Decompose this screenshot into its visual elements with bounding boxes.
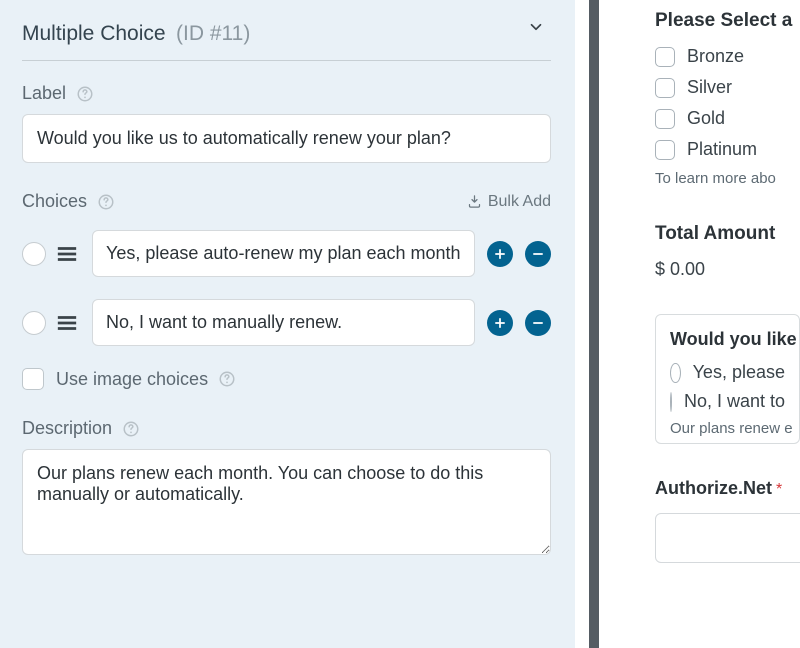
description-heading: Description [22, 418, 551, 439]
choice-row [22, 230, 551, 277]
label-heading: Label [22, 83, 551, 104]
help-icon[interactable] [97, 193, 115, 211]
required-mark: * [776, 481, 782, 498]
image-choices-checkbox[interactable] [22, 368, 44, 390]
question-subtext: Our plans renew e [670, 420, 785, 437]
field-settings-panel: Multiple Choice (ID #11) Label [0, 0, 575, 648]
panel-title-group: Multiple Choice (ID #11) [22, 22, 250, 46]
remove-choice-button[interactable] [525, 310, 551, 336]
question-label: Would you like [670, 329, 785, 350]
collapse-toggle[interactable] [521, 14, 551, 40]
option-label: Platinum [687, 139, 757, 160]
default-choice-radio[interactable] [22, 311, 46, 335]
panel-header: Multiple Choice (ID #11) [22, 10, 551, 61]
radio-button[interactable] [670, 392, 672, 412]
option-row[interactable]: Gold [655, 108, 800, 129]
download-icon [467, 194, 482, 209]
option-label: Bronze [687, 46, 744, 67]
question-preview-box: Would you like Yes, please No, I want to… [655, 314, 800, 444]
bulk-add-button[interactable]: Bulk Add [467, 193, 551, 211]
choices-heading-row: Choices Bulk Add [22, 191, 551, 212]
add-choice-button[interactable] [487, 310, 513, 336]
radio-row[interactable]: Yes, please [670, 362, 785, 383]
plus-icon [493, 316, 507, 330]
option-row[interactable]: Platinum [655, 139, 800, 160]
choice-row [22, 299, 551, 346]
option-label: Gold [687, 108, 725, 129]
drag-icon [56, 313, 78, 333]
description-textarea[interactable]: Our plans renew each month. You can choo… [22, 449, 551, 555]
remove-choice-button[interactable] [525, 241, 551, 267]
help-icon[interactable] [76, 85, 94, 103]
option-row[interactable]: Bronze [655, 46, 800, 67]
label-heading-text: Label [22, 83, 66, 104]
learn-more-text: To learn more abo [655, 170, 800, 187]
radio-button[interactable] [670, 363, 681, 383]
radio-row[interactable]: No, I want to [670, 391, 785, 412]
minus-icon [531, 247, 545, 261]
option-checkbox[interactable] [655, 78, 675, 98]
choices-heading: Choices [22, 191, 115, 212]
description-heading-text: Description [22, 418, 112, 439]
option-checkbox[interactable] [655, 140, 675, 160]
option-row[interactable]: Silver [655, 77, 800, 98]
auth-input[interactable] [655, 513, 800, 563]
total-block: Total Amount $ 0.00 [655, 223, 800, 280]
drag-icon [56, 244, 78, 264]
auth-label: Authorize.Net [655, 478, 772, 498]
default-choice-radio[interactable] [22, 242, 46, 266]
option-label: Silver [687, 77, 732, 98]
choice-input[interactable] [92, 299, 475, 346]
form-preview-panel: Please Select a Bronze Silver Gold Plati… [615, 0, 800, 648]
help-icon[interactable] [218, 370, 236, 388]
field-id-text: (ID #11) [176, 22, 250, 45]
drag-handle[interactable] [56, 244, 78, 264]
image-choices-row: Use image choices [22, 368, 551, 390]
select-heading: Please Select a [655, 10, 800, 32]
option-checkbox[interactable] [655, 47, 675, 67]
choices-heading-text: Choices [22, 191, 87, 212]
help-icon[interactable] [122, 420, 140, 438]
choice-input[interactable] [92, 230, 475, 277]
total-label: Total Amount [655, 223, 800, 245]
drag-handle[interactable] [56, 313, 78, 333]
bulk-add-label: Bulk Add [488, 193, 551, 211]
option-checkbox[interactable] [655, 109, 675, 129]
plus-icon [493, 247, 507, 261]
minus-icon [531, 316, 545, 330]
field-type-title: Multiple Choice [22, 22, 166, 45]
chevron-down-icon [527, 18, 545, 36]
total-value: $ 0.00 [655, 259, 800, 280]
panel-divider [575, 0, 615, 648]
radio-label: Yes, please [693, 362, 785, 383]
radio-label: No, I want to [684, 391, 785, 412]
label-input[interactable] [22, 114, 551, 163]
image-choices-label: Use image choices [56, 369, 208, 390]
auth-block: Authorize.Net* [655, 478, 800, 563]
add-choice-button[interactable] [487, 241, 513, 267]
